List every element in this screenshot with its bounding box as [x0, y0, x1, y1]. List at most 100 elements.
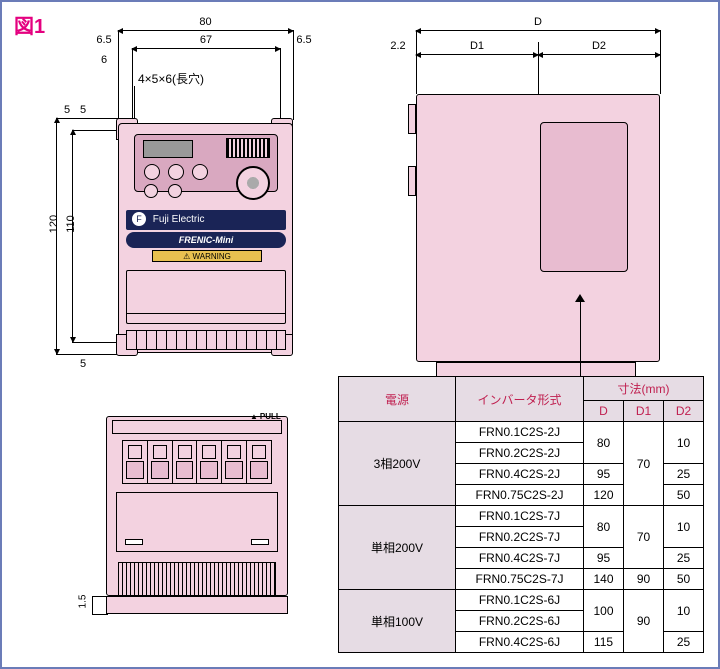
slot [125, 539, 143, 545]
dim-120: 120 [48, 204, 60, 244]
base-plate [106, 596, 288, 614]
bottom-elevation: PULL 1.5 [86, 410, 316, 650]
keypad-button [144, 184, 158, 198]
d2-cell: 10 [664, 590, 704, 632]
side-elevation: D D1 D2 2.2 定格銘板 ［単位：mm］ [386, 18, 686, 408]
model-cell: FRN0.1C2S-6J [456, 590, 584, 611]
front-elevation: 80 67 6.5 6 6.5 4×5×6(長穴) 120 110 5 5 5 [78, 18, 328, 398]
slot-note: 4×5×6(長穴) [138, 70, 268, 87]
col-dims: 寸法(mm) [584, 377, 704, 401]
warning-label: ⚠ WARNING [152, 250, 262, 262]
slot [251, 539, 269, 545]
col-d2: D2 [664, 401, 704, 422]
dim-line [132, 48, 280, 49]
top-cap [112, 420, 282, 434]
side-tab [408, 104, 416, 134]
terminal [173, 441, 198, 483]
dim-D1: D1 [416, 40, 538, 52]
table-row: 単相200VFRN0.1C2S-7J807010 [339, 506, 704, 527]
dim-line [416, 30, 660, 31]
col-psu: 電源 [339, 377, 456, 422]
dim-6-5-l: 6.5 [92, 34, 116, 46]
d-cell: 140 [584, 569, 624, 590]
figure-container: 図1 80 67 6.5 6 6.5 4×5×6(長穴) 120 110 5 5… [0, 0, 720, 669]
model-cell: FRN0.4C2S-7J [456, 548, 584, 569]
dim-2-2: 2.2 [384, 40, 412, 52]
table-row: 3相200VFRN0.1C2S-2J807010 [339, 422, 704, 443]
terminal [197, 441, 222, 483]
dim-6: 6 [92, 54, 116, 66]
dim-80: 80 [118, 16, 293, 28]
keypad-button [192, 164, 208, 180]
dim-D2: D2 [538, 40, 660, 52]
d2-cell: 50 [664, 485, 704, 506]
jog-dial [236, 166, 270, 200]
d-cell: 95 [584, 548, 624, 569]
d-cell: 95 [584, 464, 624, 485]
psu-cell: 単相200V [339, 506, 456, 590]
d-cell: 120 [584, 485, 624, 506]
leader-line [580, 298, 581, 376]
keypad-button [144, 164, 160, 180]
side-tab [408, 166, 416, 196]
dim-line [538, 54, 660, 55]
d-cell: 80 [584, 506, 624, 548]
table-row: 単相100VFRN0.1C2S-6J1009010 [339, 590, 704, 611]
model-cell: FRN0.2C2S-7J [456, 527, 584, 548]
dim-110: 110 [65, 204, 77, 244]
mid-cover [116, 492, 278, 552]
dim-6-5-r: 6.5 [292, 34, 316, 46]
terminal [123, 441, 148, 483]
terminal [247, 441, 271, 483]
psu-cell: 単相100V [339, 590, 456, 653]
dim-1-5: 1.5 [78, 587, 89, 617]
dim-5c: 5 [76, 358, 90, 370]
pull-label: PULL [250, 412, 281, 421]
table-body: 3相200VFRN0.1C2S-2J807010FRN0.2C2S-2JFRN0… [339, 422, 704, 653]
psu-cell: 3相200V [339, 422, 456, 506]
brand-bar: F Fuji Electric [126, 210, 286, 230]
d-cell: 80 [584, 422, 624, 464]
d1-cell: 90 [624, 590, 664, 653]
dim-5a: 5 [76, 104, 90, 116]
d-cell: 100 [584, 590, 624, 632]
model-cell: FRN0.4C2S-6J [456, 632, 584, 653]
model-cell: FRN0.1C2S-7J [456, 506, 584, 527]
bottom-vent [126, 330, 286, 350]
model-cell: FRN0.2C2S-2J [456, 443, 584, 464]
model-cell: FRN0.2C2S-6J [456, 611, 584, 632]
dim-67: 67 [132, 34, 280, 46]
d1-cell: 70 [624, 506, 664, 569]
col-model: インバータ形式 [456, 377, 584, 422]
d2-cell: 50 [664, 569, 704, 590]
d2-cell: 25 [664, 632, 704, 653]
model-cell: FRN0.4C2S-2J [456, 464, 584, 485]
d2-cell: 10 [664, 422, 704, 464]
d2-cell: 25 [664, 464, 704, 485]
dim-D: D [416, 16, 660, 28]
dim-line [118, 30, 293, 31]
dim-5b: 5 [60, 104, 74, 116]
col-d1: D1 [624, 401, 664, 422]
terminal [148, 441, 173, 483]
d-cell: 115 [584, 632, 624, 653]
col-d: D [584, 401, 624, 422]
heatsink-fins [118, 562, 276, 596]
terminal [222, 441, 247, 483]
model-cell: FRN0.75C2S-7J [456, 569, 584, 590]
figure-label: 図1 [14, 10, 45, 39]
d1-cell: 90 [624, 569, 664, 590]
nameplate-area [540, 122, 628, 272]
vent-grille [226, 138, 270, 158]
model-cell: FRN0.1C2S-2J [456, 422, 584, 443]
lcd [143, 140, 193, 158]
terminal-block [122, 440, 272, 484]
model-cell: FRN0.75C2S-2J [456, 485, 584, 506]
d1-cell: 70 [624, 422, 664, 506]
d2-cell: 25 [664, 548, 704, 569]
model-bar: FRENIC-Mini [126, 232, 286, 248]
brand-logo-icon: F [132, 212, 146, 226]
cover-panel [126, 270, 286, 324]
dimensions-table: 電源 インバータ形式 寸法(mm) D D1 D2 3相200VFRN0.1C2… [338, 376, 704, 653]
brand-text: Fuji Electric [153, 214, 205, 225]
